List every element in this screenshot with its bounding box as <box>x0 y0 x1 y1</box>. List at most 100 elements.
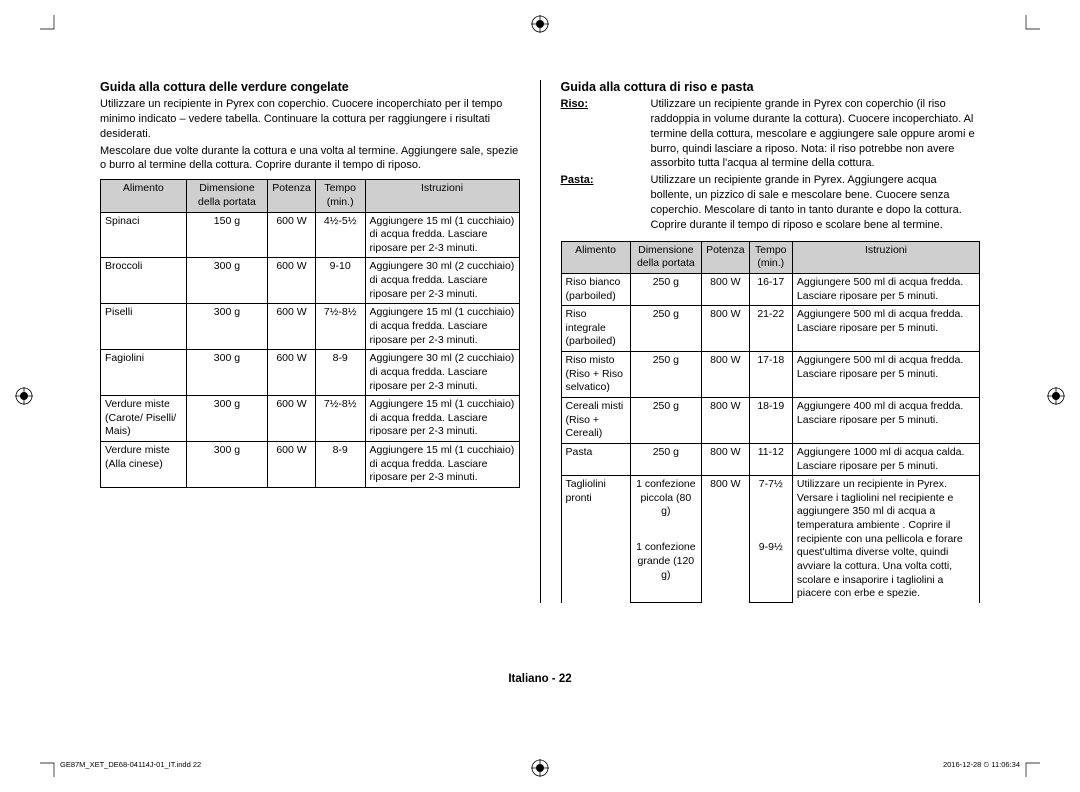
cell-time: 8-9 <box>315 350 365 396</box>
rp-th-size: Dimensione della portata <box>630 241 702 273</box>
cell-food: Piselli <box>101 304 187 350</box>
veg-th-food: Alimento <box>101 180 187 212</box>
veg-th-size: Dimensione della portata <box>186 180 268 212</box>
cell-food: Broccoli <box>101 258 187 304</box>
cell-instr: Utilizzare un recipiente in Pyrex. Versa… <box>792 476 979 603</box>
cell-food: Verdure miste (Alla cinese) <box>101 442 187 488</box>
cell-size: 300 g <box>186 258 268 304</box>
cell-food: Riso bianco (parboiled) <box>561 273 630 305</box>
table-row: Broccoli300 g600 W9-10Aggiungere 30 ml (… <box>101 258 520 304</box>
right-heading: Guida alla cottura di riso e pasta <box>561 80 981 94</box>
cell-time: 21-22 <box>749 306 792 352</box>
riso-text: Utilizzare un recipiente grande in Pyrex… <box>651 97 981 171</box>
left-heading: Guida alla cottura delle verdure congela… <box>100 80 520 94</box>
cell-size: 300 g <box>186 442 268 488</box>
cell-instr: Aggiungere 30 ml (2 cucchiaio) di acqua … <box>365 350 519 396</box>
table-row: Verdure miste (Alla cinese)300 g600 W8-9… <box>101 442 520 488</box>
cell-time: 7½-8½ <box>315 304 365 350</box>
table-row: Tagliolini pronti1 confezione piccola (8… <box>561 476 980 540</box>
rp-th-instr: Istruzioni <box>792 241 979 273</box>
cell-power: 600 W <box>268 258 316 304</box>
meta-right: 2016-12-28 ⏲ 11:06:34 <box>943 760 1020 770</box>
cell-time: 9-10 <box>315 258 365 304</box>
cell-power: 600 W <box>268 212 316 258</box>
cell-instr: Aggiungere 30 ml (2 cucchiaio) di acqua … <box>365 258 519 304</box>
cell-instr: Aggiungere 15 ml (1 cucchiaio) di acqua … <box>365 396 519 442</box>
page-footer: Italiano - 22 <box>40 673 1040 685</box>
cell-size: 250 g <box>630 306 702 352</box>
cell-food: Spinaci <box>101 212 187 258</box>
cell-size: 300 g <box>186 304 268 350</box>
cell-power: 800 W <box>702 398 750 444</box>
reg-mark-right-icon <box>1047 387 1065 405</box>
cell-time: 17-18 <box>749 352 792 398</box>
cell-instr: Aggiungere 500 ml di acqua fredda. Lasci… <box>792 273 979 305</box>
cell-food: Riso integrale (parboiled) <box>561 306 630 352</box>
cell-time: 8-9 <box>315 442 365 488</box>
table-row: Pasta250 g800 W11-12Aggiungere 1000 ml d… <box>561 443 980 475</box>
table-row: Spinaci150 g600 W4½-5½Aggiungere 15 ml (… <box>101 212 520 258</box>
cell-power: 600 W <box>268 350 316 396</box>
cell-instr: Aggiungere 1000 ml di acqua calda. Lasci… <box>792 443 979 475</box>
right-column: Guida alla cottura di riso e pasta Riso:… <box>541 80 981 603</box>
pasta-block: Pasta: Utilizzare un recipiente grande i… <box>561 173 981 232</box>
table-row: Riso bianco (parboiled)250 g800 W16-17Ag… <box>561 273 980 305</box>
page: Guida alla cottura delle verdure congela… <box>40 25 1040 767</box>
cell-time: 11-12 <box>749 443 792 475</box>
reg-mark-top-icon <box>531 15 549 33</box>
cell-power: 800 W <box>702 306 750 352</box>
rice-pasta-table: Alimento Dimensione della portata Potenz… <box>561 241 981 604</box>
cell-power: 800 W <box>702 352 750 398</box>
cell-food: Pasta <box>561 443 630 475</box>
vegetables-table: Alimento Dimensione della portata Potenz… <box>100 179 520 488</box>
riso-block: Riso: Utilizzare un recipiente grande in… <box>561 97 981 171</box>
cell-instr: Aggiungere 15 ml (1 cucchiaio) di acqua … <box>365 212 519 258</box>
veg-th-instr: Istruzioni <box>365 180 519 212</box>
cell-power: 800 W <box>702 476 750 603</box>
cell-time: 7-7½ <box>749 476 792 540</box>
crop-tl-icon <box>40 15 56 31</box>
cell-power: 600 W <box>268 442 316 488</box>
cell-time: 9-9½ <box>749 539 792 603</box>
left-intro-1: Utilizzare un recipiente in Pyrex con co… <box>100 97 520 142</box>
meta-left: GE87M_XET_DE68-04114J-01_IT.indd 22 <box>60 760 201 770</box>
cell-power: 800 W <box>702 273 750 305</box>
cell-size: 150 g <box>186 212 268 258</box>
cell-size: 250 g <box>630 443 702 475</box>
cell-food: Fagiolini <box>101 350 187 396</box>
pasta-label: Pasta: <box>561 173 651 232</box>
crop-bl-icon <box>40 761 56 777</box>
cell-instr: Aggiungere 15 ml (1 cucchiaio) di acqua … <box>365 304 519 350</box>
cell-size: 250 g <box>630 352 702 398</box>
cell-instr: Aggiungere 400 ml di acqua fredda. Lasci… <box>792 398 979 444</box>
cell-power: 800 W <box>702 443 750 475</box>
cell-time: 16-17 <box>749 273 792 305</box>
cell-size: 1 confezione grande (120 g) <box>630 539 702 603</box>
table-row: Cereali misti (Riso + Cereali)250 g800 W… <box>561 398 980 444</box>
cell-instr: Aggiungere 15 ml (1 cucchiaio) di acqua … <box>365 442 519 488</box>
table-row: Riso integrale (parboiled)250 g800 W21-2… <box>561 306 980 352</box>
cell-food: Verdure miste (Carote/ Piselli/ Mais) <box>101 396 187 442</box>
left-column: Guida alla cottura delle verdure congela… <box>100 80 540 603</box>
cell-size: 250 g <box>630 273 702 305</box>
cell-size: 1 confezione piccola (80 g) <box>630 476 702 540</box>
cell-size: 250 g <box>630 398 702 444</box>
table-row: Fagiolini300 g600 W8-9Aggiungere 30 ml (… <box>101 350 520 396</box>
pasta-text: Utilizzare un recipiente grande in Pyrex… <box>651 173 981 232</box>
cell-food: Cereali misti (Riso + Cereali) <box>561 398 630 444</box>
table-row: Riso misto (Riso + Riso selvatico)250 g8… <box>561 352 980 398</box>
cell-power: 600 W <box>268 396 316 442</box>
veg-th-time: Tempo (min.) <box>315 180 365 212</box>
cell-food: Riso misto (Riso + Riso selvatico) <box>561 352 630 398</box>
crop-br-icon <box>1024 761 1040 777</box>
cell-time: 18-19 <box>749 398 792 444</box>
table-row: Verdure miste (Carote/ Piselli/ Mais)300… <box>101 396 520 442</box>
cell-time: 4½-5½ <box>315 212 365 258</box>
riso-label: Riso: <box>561 97 651 171</box>
veg-th-power: Potenza <box>268 180 316 212</box>
cell-size: 300 g <box>186 350 268 396</box>
reg-mark-bottom-icon <box>531 759 549 777</box>
crop-tr-icon <box>1024 15 1040 31</box>
left-intro-2: Mescolare due volte durante la cottura e… <box>100 144 520 174</box>
rp-th-food: Alimento <box>561 241 630 273</box>
